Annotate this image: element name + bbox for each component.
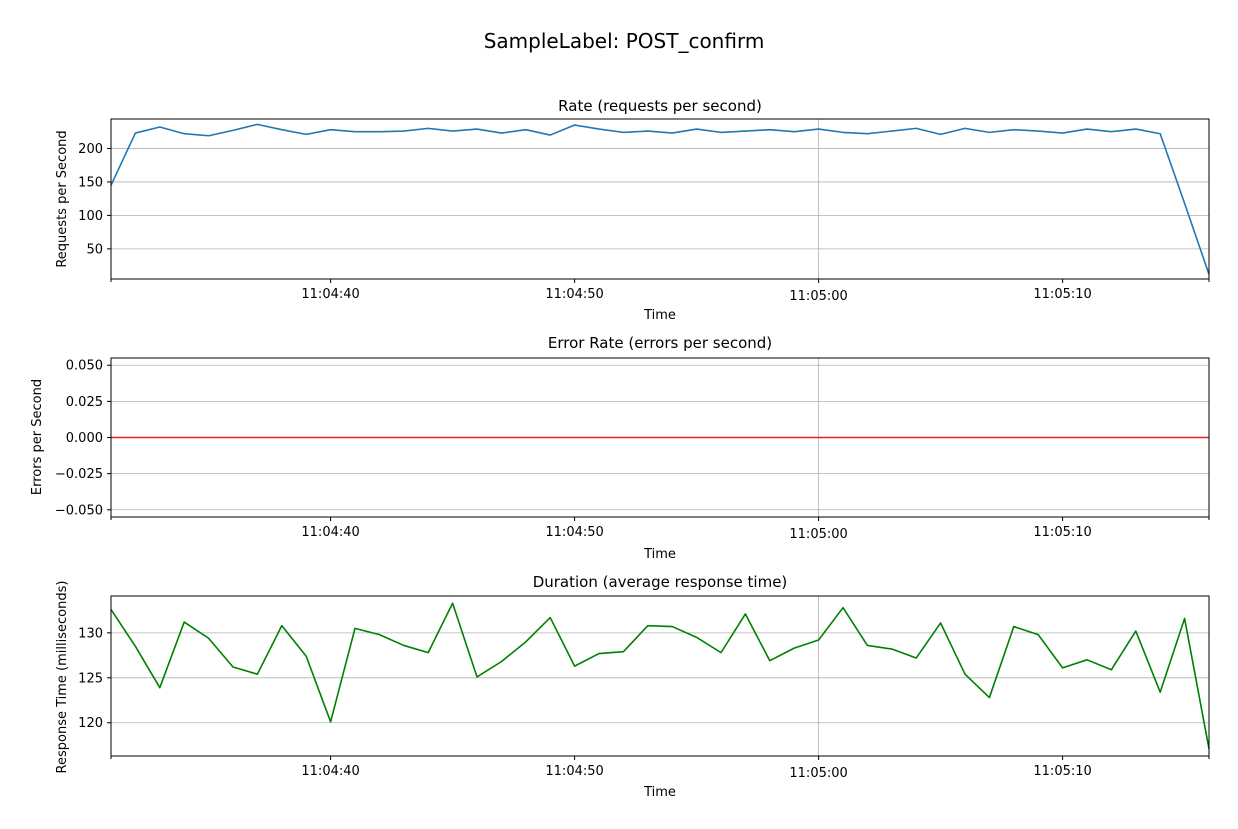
rate-ytick-label: 150: [78, 175, 103, 190]
rate-ytick-label: 50: [86, 242, 103, 257]
rate-xtick-label: 11:04:50: [545, 287, 603, 302]
rate-xtick-label: 11:05:10: [1033, 287, 1091, 302]
error-rate-chart-ylabel: Errors per Second: [30, 379, 45, 495]
rate-ytick-label: 100: [78, 209, 103, 224]
duration-ytick-label: 120: [78, 716, 103, 731]
duration-chart: Duration (average response time) Time Re…: [55, 573, 1210, 800]
duration-xtick-label: 11:05:00: [789, 766, 847, 781]
duration-ytick-label: 125: [78, 671, 103, 686]
error-rate-ytick-label: −0.025: [55, 467, 103, 482]
duration-chart-ylabel: Response Time (milliseconds): [55, 581, 70, 774]
rate-chart-title: Rate (requests per second): [558, 97, 762, 115]
duration-series-line: [110, 602, 1210, 749]
error-rate-chart: Error Rate (errors per second) Time Erro…: [30, 334, 1210, 562]
duration-xtick-label: 11:04:40: [301, 764, 359, 779]
duration-chart-title: Duration (average response time): [533, 573, 788, 591]
rate-ytick-label: 200: [78, 142, 103, 157]
error-rate-xtick-label: 11:04:50: [545, 525, 603, 540]
rate-chart-ylabel: Requests per Second: [55, 130, 70, 267]
rate-plot-frame: [110, 118, 1210, 280]
rate-chart-xlabel: Time: [643, 308, 676, 323]
duration-ytick-label: 130: [78, 626, 103, 641]
rate-series-line: [110, 123, 1210, 275]
duration-plot-frame: [110, 595, 1210, 757]
error-rate-ytick-label: 0.050: [66, 359, 103, 374]
error-rate-xtick-label: 11:05:00: [789, 527, 847, 542]
duration-xtick-label: 11:04:50: [545, 764, 603, 779]
figure-suptitle: SampleLabel: POST_confirm: [484, 29, 765, 53]
error-rate-ytick-label: −0.050: [55, 503, 103, 518]
error-rate-ytick-label: 0.025: [66, 395, 103, 410]
duration-chart-xlabel: Time: [643, 785, 676, 800]
error-rate-xtick-label: 11:04:40: [301, 525, 359, 540]
rate-xtick-label: 11:05:00: [789, 289, 847, 304]
rate-xtick-label: 11:04:40: [301, 287, 359, 302]
rate-chart: Rate (requests per second) Time Requests…: [55, 97, 1210, 323]
error-rate-ytick-label: 0.000: [66, 431, 103, 446]
error-rate-chart-title: Error Rate (errors per second): [548, 334, 772, 352]
error-rate-xtick-label: 11:05:10: [1033, 525, 1091, 540]
duration-xtick-label: 11:05:10: [1033, 764, 1091, 779]
error-rate-chart-xlabel: Time: [643, 547, 676, 562]
error-rate-plot-frame: [110, 357, 1210, 518]
